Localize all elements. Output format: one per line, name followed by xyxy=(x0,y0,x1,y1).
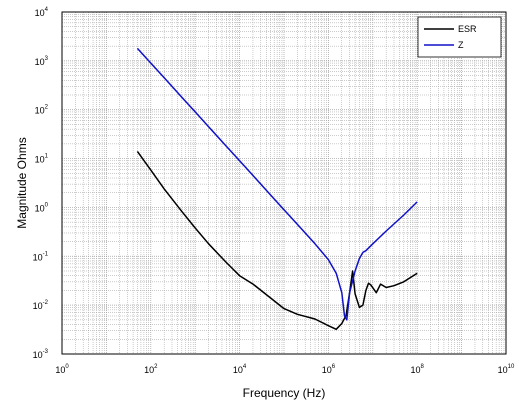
y-tick-labels: 10-3 10-2 10-1 100 101 102 103 104 xyxy=(33,7,49,360)
y-tick-label: 10-2 xyxy=(33,300,49,311)
y-tick-label: 100 xyxy=(35,202,49,213)
legend-label-z: Z xyxy=(458,40,464,50)
x-tick-label: 100 xyxy=(55,364,69,375)
y-tick-label: 10-1 xyxy=(33,251,49,262)
x-tick-label: 106 xyxy=(322,364,336,375)
x-tick-label: 108 xyxy=(411,364,425,375)
x-tick-label: 104 xyxy=(233,364,247,375)
legend-box xyxy=(417,16,502,58)
plot-frame xyxy=(61,11,507,355)
y-tick-label: 104 xyxy=(35,7,49,18)
grid xyxy=(61,11,507,355)
x-tick-label: 102 xyxy=(144,364,158,375)
series-line-esr xyxy=(136,150,418,331)
series-group xyxy=(136,47,418,331)
legend-label-esr: ESR xyxy=(458,24,477,34)
x-tick-labels: 100 102 104 106 108 1010 xyxy=(55,364,515,375)
legend: ESR Z xyxy=(417,16,502,58)
y-tick-label: 103 xyxy=(35,56,49,67)
series-line-z xyxy=(136,47,418,321)
x-tick-label: 1010 xyxy=(498,364,515,375)
y-tick-label: 101 xyxy=(35,154,49,165)
y-tick-label: 102 xyxy=(35,105,49,116)
x-axis-label: Frequency (Hz) xyxy=(243,386,326,400)
y-tick-label: 10-3 xyxy=(33,349,49,360)
y-axis-label: Magnitude Ohms xyxy=(15,137,29,228)
